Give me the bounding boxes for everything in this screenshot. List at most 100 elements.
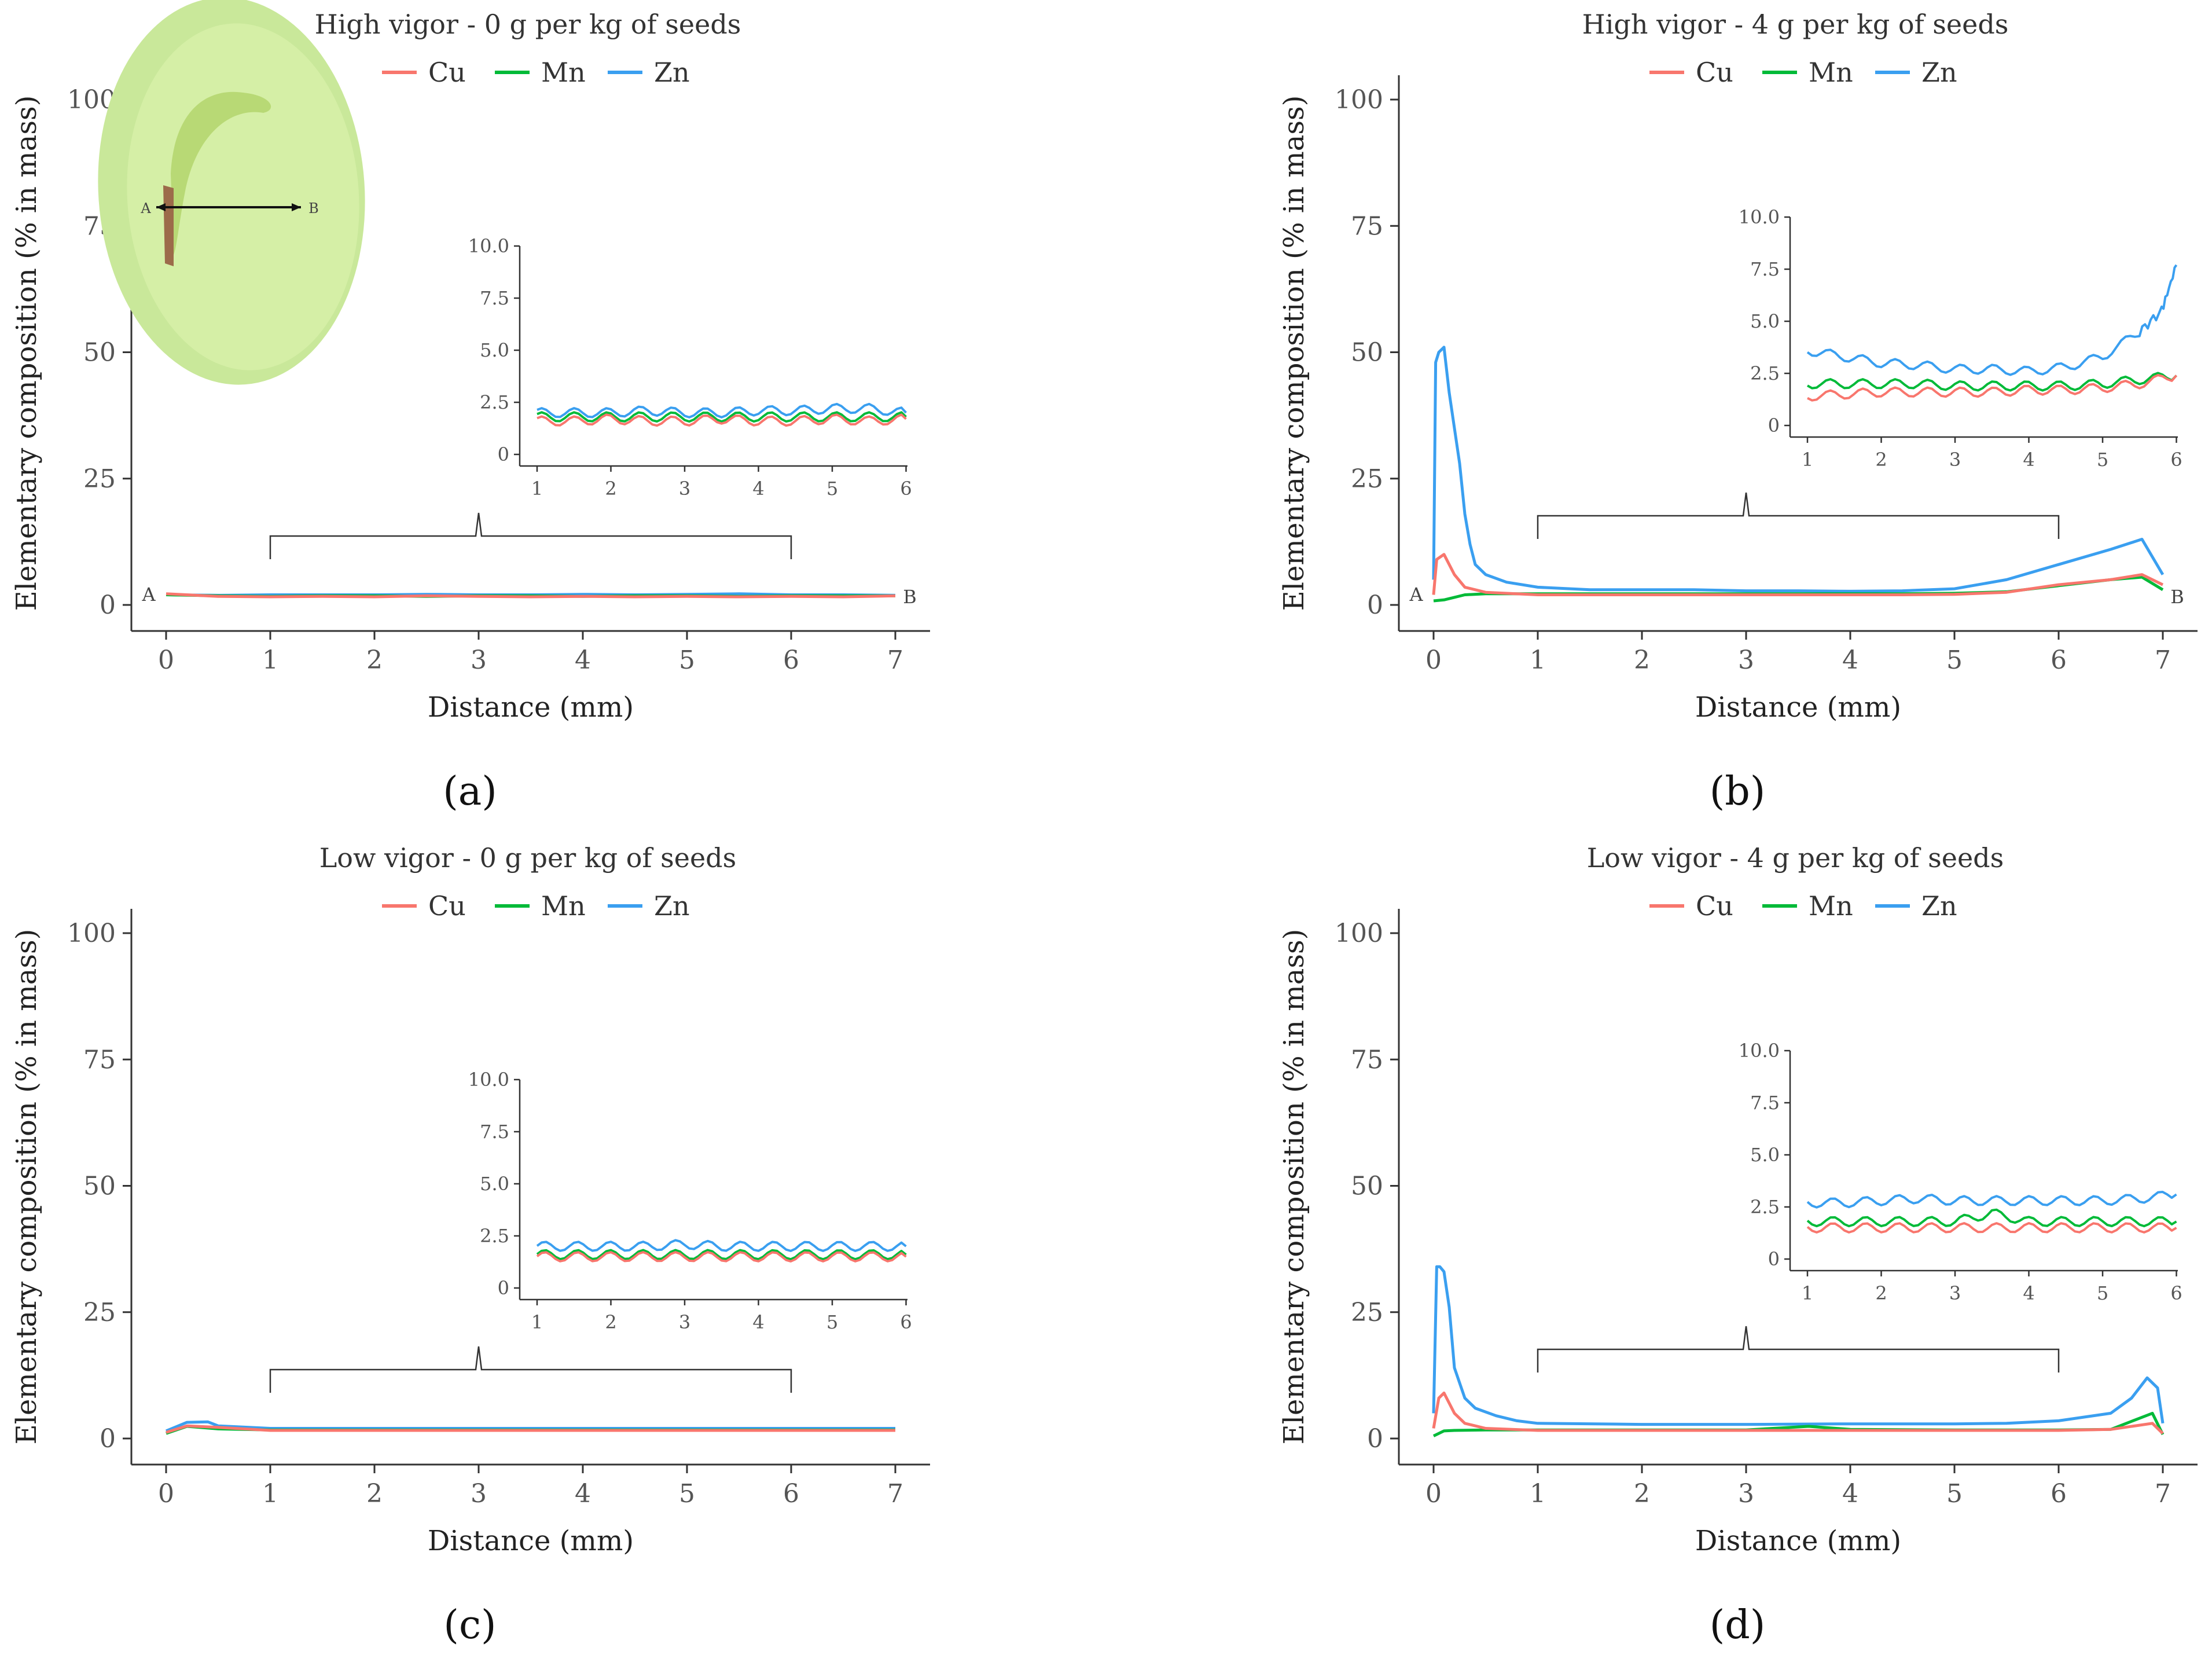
inset-y-tick-label: 7.5 xyxy=(480,1121,509,1143)
series-line-cu xyxy=(1432,1391,2164,1435)
transect-label-a: A xyxy=(140,200,151,216)
x-tick-label: 5 xyxy=(679,645,695,675)
legend-label-cu: Cu xyxy=(428,890,466,922)
panel-title: High vigor - 4 g per kg of seeds xyxy=(1582,9,2009,40)
legend-label-zn: Zn xyxy=(654,890,690,922)
legend-label-cu: Cu xyxy=(1696,57,1733,88)
point-label-b: B xyxy=(2170,586,2184,608)
transect-label-b: B xyxy=(308,200,319,216)
inset-x-tick-label: 2 xyxy=(605,478,616,500)
inset-x-tick-label: 5 xyxy=(826,478,838,500)
y-tick-label: 50 xyxy=(1351,338,1383,368)
y-axis-title: Elementary composition (% in mass) xyxy=(1278,96,1310,611)
x-tick-label: 7 xyxy=(887,645,903,675)
inset-y-tick-label: 0 xyxy=(1768,1248,1780,1270)
y-tick-label: 25 xyxy=(83,464,116,494)
x-axis-title: Distance (mm) xyxy=(1695,691,1901,724)
inset-x-tick-label: 1 xyxy=(1802,449,1813,471)
x-tick-label: 0 xyxy=(1425,1479,1442,1509)
x-tick-label: 0 xyxy=(158,1479,174,1509)
y-axis-title: Elementary composition (% in mass) xyxy=(10,929,43,1445)
inset-y-tick-label: 0 xyxy=(498,443,509,465)
inset-y-tick-label: 7.5 xyxy=(480,287,509,309)
inset-x-tick-label: 3 xyxy=(679,478,690,500)
series-line-zn xyxy=(1432,1265,2165,1426)
inset-series-line-zn xyxy=(1806,1191,2177,1209)
zoom-bracket xyxy=(1537,492,2060,539)
y-tick-label: 0 xyxy=(1367,1424,1383,1454)
y-tick-label: 25 xyxy=(83,1298,116,1327)
inset-x-tick-label: 6 xyxy=(2170,449,2182,471)
panel-letter: (b) xyxy=(1710,769,1766,814)
x-tick-label: 0 xyxy=(158,645,174,675)
x-tick-label: 4 xyxy=(1842,645,1858,675)
inset-x-tick-label: 3 xyxy=(1949,449,1961,471)
point-label-a: A xyxy=(141,584,156,606)
inset-y-tick-label: 2.5 xyxy=(480,1225,509,1247)
transect-arrow-b xyxy=(292,203,301,211)
inset-chart: 0 2.5 5.0 7.5 10.0 1 2 3 4 5 6 xyxy=(468,1069,912,1333)
y-tick-label: 50 xyxy=(1351,1172,1383,1201)
legend-label-mn: Mn xyxy=(1809,57,1853,88)
y-tick-label: 100 xyxy=(1335,919,1383,948)
zoom-bracket xyxy=(269,1346,792,1393)
x-tick-label: 3 xyxy=(471,1479,487,1509)
inset-x-tick-label: 6 xyxy=(900,478,912,500)
x-axis-title: Distance (mm) xyxy=(1695,1525,1901,1557)
x-tick-label: 2 xyxy=(1634,645,1650,675)
zoom-bracket xyxy=(269,512,792,559)
inset-series-line-cu xyxy=(536,1251,907,1263)
inset-x-tick-label: 4 xyxy=(2023,1282,2034,1304)
inset-y-tick-label: 2.5 xyxy=(1750,362,1780,384)
x-tick-label: 1 xyxy=(1530,645,1546,675)
x-tick-label: 4 xyxy=(575,1479,591,1509)
x-tick-label: 1 xyxy=(1530,1479,1546,1509)
y-tick-label: 0 xyxy=(1367,590,1383,620)
inset-series-line-cu xyxy=(1806,1222,2177,1234)
inset-x-tick-label: 5 xyxy=(826,1311,838,1333)
panel-title: High vigor - 0 g per kg of seeds xyxy=(315,9,741,40)
x-tick-label: 1 xyxy=(262,645,278,675)
x-axis-title: Distance (mm) xyxy=(428,691,634,724)
transect-arrow-a xyxy=(156,203,166,211)
seed-hilum xyxy=(163,185,174,266)
panel-letter: (d) xyxy=(1710,1602,1766,1648)
x-tick-label: 3 xyxy=(1738,645,1754,675)
series-line-zn xyxy=(1432,346,2165,593)
y-tick-label: 0 xyxy=(100,1424,116,1454)
x-tick-label: 5 xyxy=(1946,1479,1963,1509)
x-tick-label: 4 xyxy=(1842,1479,1858,1509)
inset-y-tick-label: 7.5 xyxy=(1750,258,1780,280)
inset-y-tick-label: 5.0 xyxy=(1750,1144,1780,1166)
y-tick-label: 100 xyxy=(1335,85,1383,115)
x-tick-label: 6 xyxy=(783,1479,799,1509)
x-tick-label: 2 xyxy=(366,645,383,675)
inset-y-tick-label: 10.0 xyxy=(1739,1040,1780,1062)
y-tick-label: 50 xyxy=(83,1172,116,1201)
inset-x-tick-label: 4 xyxy=(752,1311,764,1333)
series-line-cu xyxy=(166,1424,895,1434)
inset-x-tick-label: 4 xyxy=(2023,449,2034,471)
inset-series-line-zn xyxy=(536,1239,907,1252)
inset-y-tick-label: 5.0 xyxy=(480,339,509,361)
legend-label-zn: Zn xyxy=(1921,890,1957,922)
inset-x-tick-label: 5 xyxy=(2097,449,2108,471)
x-tick-label: 4 xyxy=(575,645,591,675)
legend-label-zn: Zn xyxy=(654,57,690,88)
panel-b: High vigor - 4 g per kg of seeds Cu Mn Zn 0 2… xyxy=(1278,9,2198,814)
x-tick-label: 2 xyxy=(1634,1479,1650,1509)
inset-series-line-mn xyxy=(537,411,907,423)
inset-y-tick-label: 2.5 xyxy=(480,391,509,413)
x-tick-label: 6 xyxy=(2051,1479,2067,1509)
x-tick-label: 5 xyxy=(1946,645,1963,675)
legend-label-cu: Cu xyxy=(428,57,466,88)
panel-title: Low vigor - 0 g per kg of seeds xyxy=(319,842,736,874)
seed-embryo xyxy=(171,91,271,255)
y-axis-title: Elementary composition (% in mass) xyxy=(10,96,43,611)
series-line-cu xyxy=(1432,553,2164,596)
point-label-a: A xyxy=(1409,584,1423,606)
inset-x-tick-label: 2 xyxy=(1875,449,1887,471)
